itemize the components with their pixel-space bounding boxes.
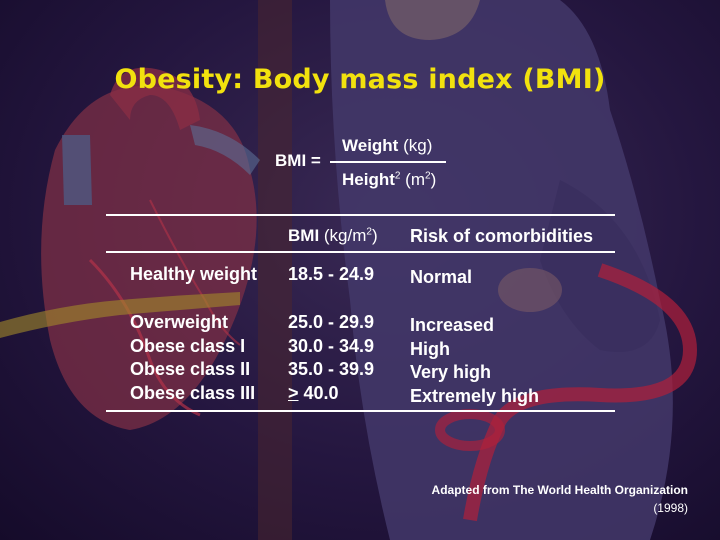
source-credit: Adapted from The World Health Organizati… bbox=[432, 481, 688, 517]
person-arm bbox=[540, 180, 660, 352]
table-rule-bottom bbox=[106, 410, 615, 412]
table-cell-risk: Normal bbox=[410, 267, 473, 287]
heart-vessel-blue bbox=[62, 135, 92, 205]
greater-or-equal-symbol: > bbox=[288, 383, 299, 403]
header-bmi-unit-sup: 2 bbox=[366, 226, 372, 238]
table-rule-header bbox=[106, 251, 615, 253]
table-cell-category: Obese class II bbox=[130, 359, 251, 379]
formula-numerator: Weight (kg) bbox=[342, 136, 432, 156]
bmi-value: 40.0 bbox=[298, 383, 339, 403]
heart-artery bbox=[88, 258, 201, 417]
header-bmi-unit-post: ) bbox=[371, 226, 378, 245]
slide-title: Obesity: Body mass index (BMI) bbox=[114, 64, 606, 95]
table-cell-category: Obese class III bbox=[130, 383, 256, 403]
table-cell-risk: High bbox=[410, 339, 450, 359]
formula-denominator: Height2 (m2) bbox=[342, 170, 436, 190]
table-rule-top bbox=[106, 214, 615, 216]
heart-vessel-top bbox=[190, 125, 260, 175]
person-chin bbox=[385, 0, 480, 40]
formula-lhs: BMI = bbox=[275, 151, 321, 170]
table-cell-bmi: 18.5 - 24.9 bbox=[288, 264, 375, 284]
denominator-sup: 2 bbox=[394, 170, 401, 182]
credit-line-2: (1998) bbox=[653, 501, 688, 515]
denominator-unit-post: ) bbox=[430, 170, 437, 189]
tape-measure bbox=[0, 292, 240, 338]
header-bmi-unit-pre: (kg/m bbox=[319, 226, 367, 245]
denominator-unit-pre: (m bbox=[400, 170, 425, 189]
table-cell-bmi: > 40.0 bbox=[288, 383, 339, 404]
person-hand bbox=[498, 268, 562, 312]
fraction-line bbox=[330, 161, 446, 163]
numerator-label: Weight bbox=[342, 136, 399, 155]
table-cell-bmi: 30.0 - 34.9 bbox=[288, 336, 375, 356]
table-header-bmi: BMI (kg/m2) bbox=[288, 226, 378, 246]
denominator-label: Height bbox=[342, 170, 395, 189]
table-cell-category: Obese class I bbox=[130, 336, 246, 356]
table-cell-category: Overweight bbox=[130, 312, 229, 332]
credit-line-1: Adapted from The World Health Organizati… bbox=[431, 483, 688, 497]
table-cell-risk: Extremely high bbox=[410, 386, 540, 406]
pole bbox=[258, 0, 292, 540]
tube-ring bbox=[435, 409, 505, 451]
person-torso bbox=[330, 0, 673, 540]
table-header-risk: Risk of comorbidities bbox=[410, 226, 594, 246]
denominator-unit-sup: 2 bbox=[425, 170, 431, 182]
heart-aorta bbox=[110, 67, 200, 130]
table-cell-risk: Increased bbox=[410, 315, 495, 335]
table-cell-bmi: 25.0 - 29.9 bbox=[288, 312, 375, 332]
table-cell-category: Healthy weight bbox=[130, 264, 258, 284]
header-bmi-label: BMI bbox=[288, 226, 320, 245]
numerator-unit: (kg) bbox=[398, 136, 433, 155]
table-cell-risk: Very high bbox=[410, 362, 492, 382]
heart-shape bbox=[41, 86, 257, 430]
table-cell-bmi: 35.0 - 39.9 bbox=[288, 359, 375, 379]
